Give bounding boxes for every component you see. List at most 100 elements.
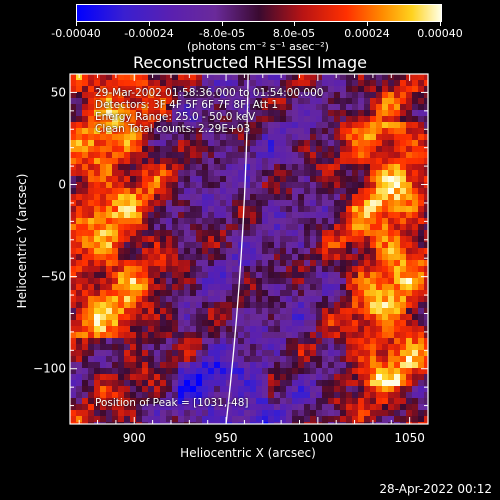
heatmap-cell bbox=[130, 224, 137, 231]
heatmap-cell bbox=[70, 416, 77, 423]
heatmap-cell bbox=[406, 314, 413, 321]
heatmap-cell bbox=[232, 410, 239, 417]
heatmap-cell bbox=[256, 362, 263, 369]
heatmap-cell bbox=[316, 404, 323, 411]
heatmap-cell bbox=[136, 110, 143, 117]
heatmap-cell bbox=[112, 380, 119, 387]
heatmap-cell bbox=[250, 206, 257, 213]
heatmap-cell bbox=[304, 320, 311, 327]
heatmap-cell bbox=[82, 254, 89, 261]
heatmap-cell bbox=[124, 272, 131, 279]
heatmap-cell bbox=[172, 290, 179, 297]
heatmap-cell bbox=[244, 380, 251, 387]
heatmap-cell bbox=[280, 92, 287, 99]
heatmap-cell bbox=[112, 242, 119, 249]
heatmap-cell bbox=[250, 392, 257, 399]
heatmap-cell bbox=[334, 272, 341, 279]
heatmap-cell bbox=[304, 194, 311, 201]
heatmap-cell bbox=[166, 218, 173, 225]
heatmap-cell bbox=[304, 152, 311, 159]
heatmap-cell bbox=[274, 176, 281, 183]
heatmap-cell bbox=[268, 158, 275, 165]
heatmap-cell bbox=[262, 278, 269, 285]
heatmap-cell bbox=[112, 116, 119, 123]
heatmap-cell bbox=[412, 368, 419, 375]
heatmap-cell bbox=[244, 74, 251, 81]
heatmap-cell bbox=[172, 74, 179, 81]
heatmap-cell bbox=[340, 194, 347, 201]
heatmap-cell bbox=[256, 200, 263, 207]
heatmap-cell bbox=[148, 194, 155, 201]
heatmap-cell bbox=[256, 206, 263, 213]
heatmap-cell bbox=[190, 398, 197, 405]
heatmap-cell bbox=[118, 362, 125, 369]
heatmap-cell bbox=[100, 182, 107, 189]
heatmap-cell bbox=[82, 188, 89, 195]
heatmap-cell bbox=[226, 110, 233, 117]
heatmap-cell bbox=[232, 356, 239, 363]
heatmap-cell bbox=[358, 170, 365, 177]
heatmap-cell bbox=[124, 362, 131, 369]
heatmap-cell bbox=[220, 266, 227, 273]
heatmap-cell bbox=[208, 392, 215, 399]
heatmap-cell bbox=[376, 140, 383, 147]
heatmap-cell bbox=[172, 422, 179, 424]
heatmap-cell bbox=[262, 98, 269, 105]
heatmap-cell bbox=[406, 368, 413, 375]
heatmap-cell bbox=[358, 344, 365, 351]
heatmap-cell bbox=[94, 302, 101, 309]
heatmap-cell bbox=[382, 146, 389, 153]
heatmap-cell bbox=[178, 332, 185, 339]
heatmap-cell bbox=[310, 164, 317, 171]
heatmap-cell bbox=[160, 332, 167, 339]
heatmap-cell bbox=[172, 176, 179, 183]
heatmap-cell bbox=[280, 122, 287, 129]
heatmap-cell bbox=[106, 188, 113, 195]
heatmap-cell bbox=[274, 236, 281, 243]
heatmap-cell bbox=[328, 188, 335, 195]
heatmap-cell bbox=[250, 266, 257, 273]
heatmap-cell bbox=[82, 158, 89, 165]
heatmap-cell bbox=[130, 338, 137, 345]
heatmap-cell bbox=[220, 164, 227, 171]
heatmap-cell bbox=[226, 128, 233, 135]
heatmap-cell bbox=[298, 404, 305, 411]
heatmap-cell bbox=[286, 368, 293, 375]
heatmap-cell bbox=[280, 320, 287, 327]
heatmap-cell bbox=[184, 128, 191, 135]
heatmap-cell bbox=[256, 272, 263, 279]
heatmap-cell bbox=[178, 98, 185, 105]
heatmap-cell bbox=[400, 104, 407, 111]
heatmap-cell bbox=[214, 266, 221, 273]
heatmap-cell bbox=[268, 92, 275, 99]
heatmap-cell bbox=[268, 380, 275, 387]
heatmap-cell bbox=[148, 320, 155, 327]
heatmap-cell bbox=[130, 218, 137, 225]
heatmap-cell bbox=[106, 350, 113, 357]
heatmap-cell bbox=[70, 182, 77, 189]
heatmap-cell bbox=[166, 386, 173, 393]
heatmap-cell bbox=[298, 422, 305, 424]
heatmap-cell bbox=[226, 422, 233, 424]
heatmap-cell bbox=[340, 350, 347, 357]
heatmap-cell bbox=[274, 152, 281, 159]
heatmap-cell bbox=[280, 410, 287, 417]
heatmap-cell bbox=[382, 416, 389, 423]
heatmap-cell bbox=[262, 404, 269, 411]
heatmap-cell bbox=[226, 368, 233, 375]
heatmap-cell bbox=[334, 332, 341, 339]
heatmap-cell bbox=[190, 146, 197, 153]
heatmap-cell bbox=[112, 158, 119, 165]
heatmap-cell bbox=[178, 272, 185, 279]
heatmap-cell bbox=[286, 320, 293, 327]
heatmap-cell bbox=[232, 188, 239, 195]
heatmap-cell bbox=[364, 122, 371, 129]
heatmap-cell bbox=[142, 194, 149, 201]
heatmap-cell bbox=[358, 416, 365, 423]
heatmap-cell bbox=[190, 404, 197, 411]
heatmap-cell bbox=[316, 248, 323, 255]
heatmap-cell bbox=[82, 212, 89, 219]
heatmap-cell bbox=[202, 146, 209, 153]
heatmap-cell bbox=[370, 122, 377, 129]
heatmap-cell bbox=[268, 98, 275, 105]
